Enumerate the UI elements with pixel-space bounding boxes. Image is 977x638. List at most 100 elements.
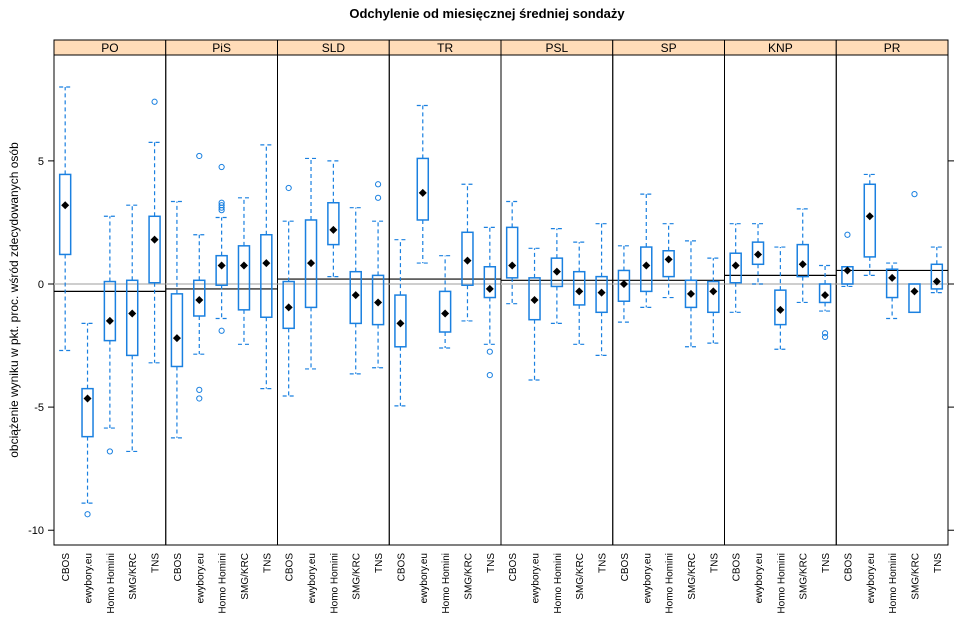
- outlier-point: [218, 327, 225, 334]
- box-body: [438, 290, 452, 333]
- category-label: ewybory.eu: [195, 553, 206, 603]
- box-smg-krc: [461, 183, 474, 322]
- category-label: Homo Homini: [665, 553, 676, 614]
- panel-tr: TR CBOS ewybory.eu Homo Homini SMG/KRC TNS: [388, 39, 502, 614]
- chart-title: Odchylenie od miesięcznej średniej sonda…: [349, 6, 625, 21]
- box-body: [595, 275, 608, 314]
- box-body: [327, 201, 340, 246]
- category-label: SMG/KRC: [128, 553, 139, 600]
- mean-marker: [619, 279, 628, 288]
- strip-label: TR: [437, 41, 453, 55]
- panel-po: PO CBOS ewybory.eu Homo Homini SMG/KRC TNS: [53, 39, 167, 614]
- category-label: SMG/KRC: [687, 553, 698, 600]
- outlier-point: [196, 395, 203, 402]
- y-axis-label: obciążenie wyniku w pkt. proc. wśród zde…: [7, 142, 21, 458]
- mean-marker: [307, 259, 316, 268]
- outlier-point: [486, 348, 493, 355]
- category-label: SMG/KRC: [463, 553, 474, 600]
- panel-frame: [53, 54, 167, 546]
- category-label: CBOS: [61, 553, 72, 582]
- category-label: CBOS: [843, 553, 854, 582]
- box-body: [125, 279, 139, 357]
- mean-marker: [776, 305, 785, 314]
- category-label: ewybory.eu: [754, 553, 765, 603]
- mean-marker: [61, 201, 70, 210]
- box-tns: [818, 264, 832, 341]
- outlier-point: [374, 194, 382, 201]
- box-body: [662, 250, 675, 278]
- outlier-point: [285, 184, 292, 192]
- box-ewybory-eu: [751, 223, 765, 285]
- box-cbos: [394, 239, 407, 407]
- box-body: [908, 283, 921, 314]
- box-body: [550, 257, 564, 288]
- box-body: [684, 279, 698, 309]
- mean-marker: [709, 287, 718, 296]
- box-body: [483, 266, 497, 299]
- box-cbos: [617, 245, 631, 323]
- outlier-point: [911, 191, 918, 198]
- box-smg-krc: [237, 197, 251, 345]
- mean-marker: [351, 291, 360, 300]
- box-smg-krc: [125, 204, 139, 453]
- mean-marker: [239, 261, 248, 270]
- box-body: [148, 215, 161, 284]
- category-label: Homo Homini: [776, 553, 787, 614]
- mean-marker: [754, 250, 763, 259]
- category-label: ewybory.eu: [419, 553, 430, 603]
- panel-sp: SP CBOS ewybory.eu Homo Homini SMG/KRC TNS: [612, 39, 725, 614]
- strip-label: PO: [101, 41, 118, 55]
- box-smg-krc: [572, 241, 586, 345]
- outlier-point: [106, 448, 113, 455]
- mean-marker: [128, 309, 137, 318]
- mean-marker: [888, 273, 897, 282]
- box-ewybory-eu: [863, 173, 877, 276]
- outlier-point: [218, 204, 225, 211]
- mean-marker: [217, 261, 226, 270]
- category-label: SMG/KRC: [799, 553, 810, 600]
- box-body: [282, 280, 295, 330]
- y-tick-label: -10: [28, 525, 44, 537]
- box-cbos: [841, 231, 854, 288]
- box-ewybory-eu: [528, 247, 541, 381]
- box-body: [371, 274, 385, 326]
- category-label: TNS: [821, 553, 832, 573]
- box-body: [81, 387, 94, 438]
- category-label: CBOS: [173, 553, 184, 582]
- mean-marker: [843, 266, 852, 275]
- mean-marker: [865, 212, 874, 221]
- category-label: TNS: [262, 553, 273, 573]
- category-label: ewybory.eu: [531, 553, 542, 603]
- box-body: [193, 279, 206, 317]
- mean-marker: [329, 225, 338, 234]
- mean-marker: [821, 291, 830, 300]
- panel-sld: SLD CBOS ewybory.eu Homo Homini SMG/KRC TNS: [277, 39, 390, 614]
- box-body: [930, 263, 944, 290]
- mean-marker: [83, 394, 92, 403]
- category-label: Homo Homini: [441, 553, 452, 614]
- box-cbos: [58, 86, 72, 352]
- mean-marker: [731, 261, 740, 270]
- mean-marker: [485, 284, 494, 293]
- box-body: [796, 243, 809, 278]
- box-homo-homini: [662, 223, 675, 299]
- category-label: TNS: [374, 553, 385, 573]
- axes: -10 -5 0 5: [28, 156, 954, 537]
- mean-marker: [172, 334, 181, 343]
- box-ewybory-eu: [193, 152, 206, 402]
- box-homo-homini: [438, 255, 452, 349]
- box-body: [349, 270, 362, 325]
- box-homo-homini: [215, 163, 228, 334]
- box-body: [505, 226, 519, 279]
- y-tick-label: 5: [38, 156, 44, 168]
- box-tns: [595, 223, 608, 357]
- box-homo-homini: [774, 246, 787, 350]
- category-label: ewybory.eu: [84, 553, 95, 603]
- panel-psl: PSL CBOS ewybory.eu Homo Homini SMG/KRC TNS: [500, 39, 614, 614]
- box-tns: [148, 98, 161, 364]
- category-label: ewybory.eu: [307, 553, 318, 603]
- box-tns: [930, 246, 944, 294]
- box-homo-homini: [550, 227, 564, 324]
- box-tns: [260, 144, 273, 390]
